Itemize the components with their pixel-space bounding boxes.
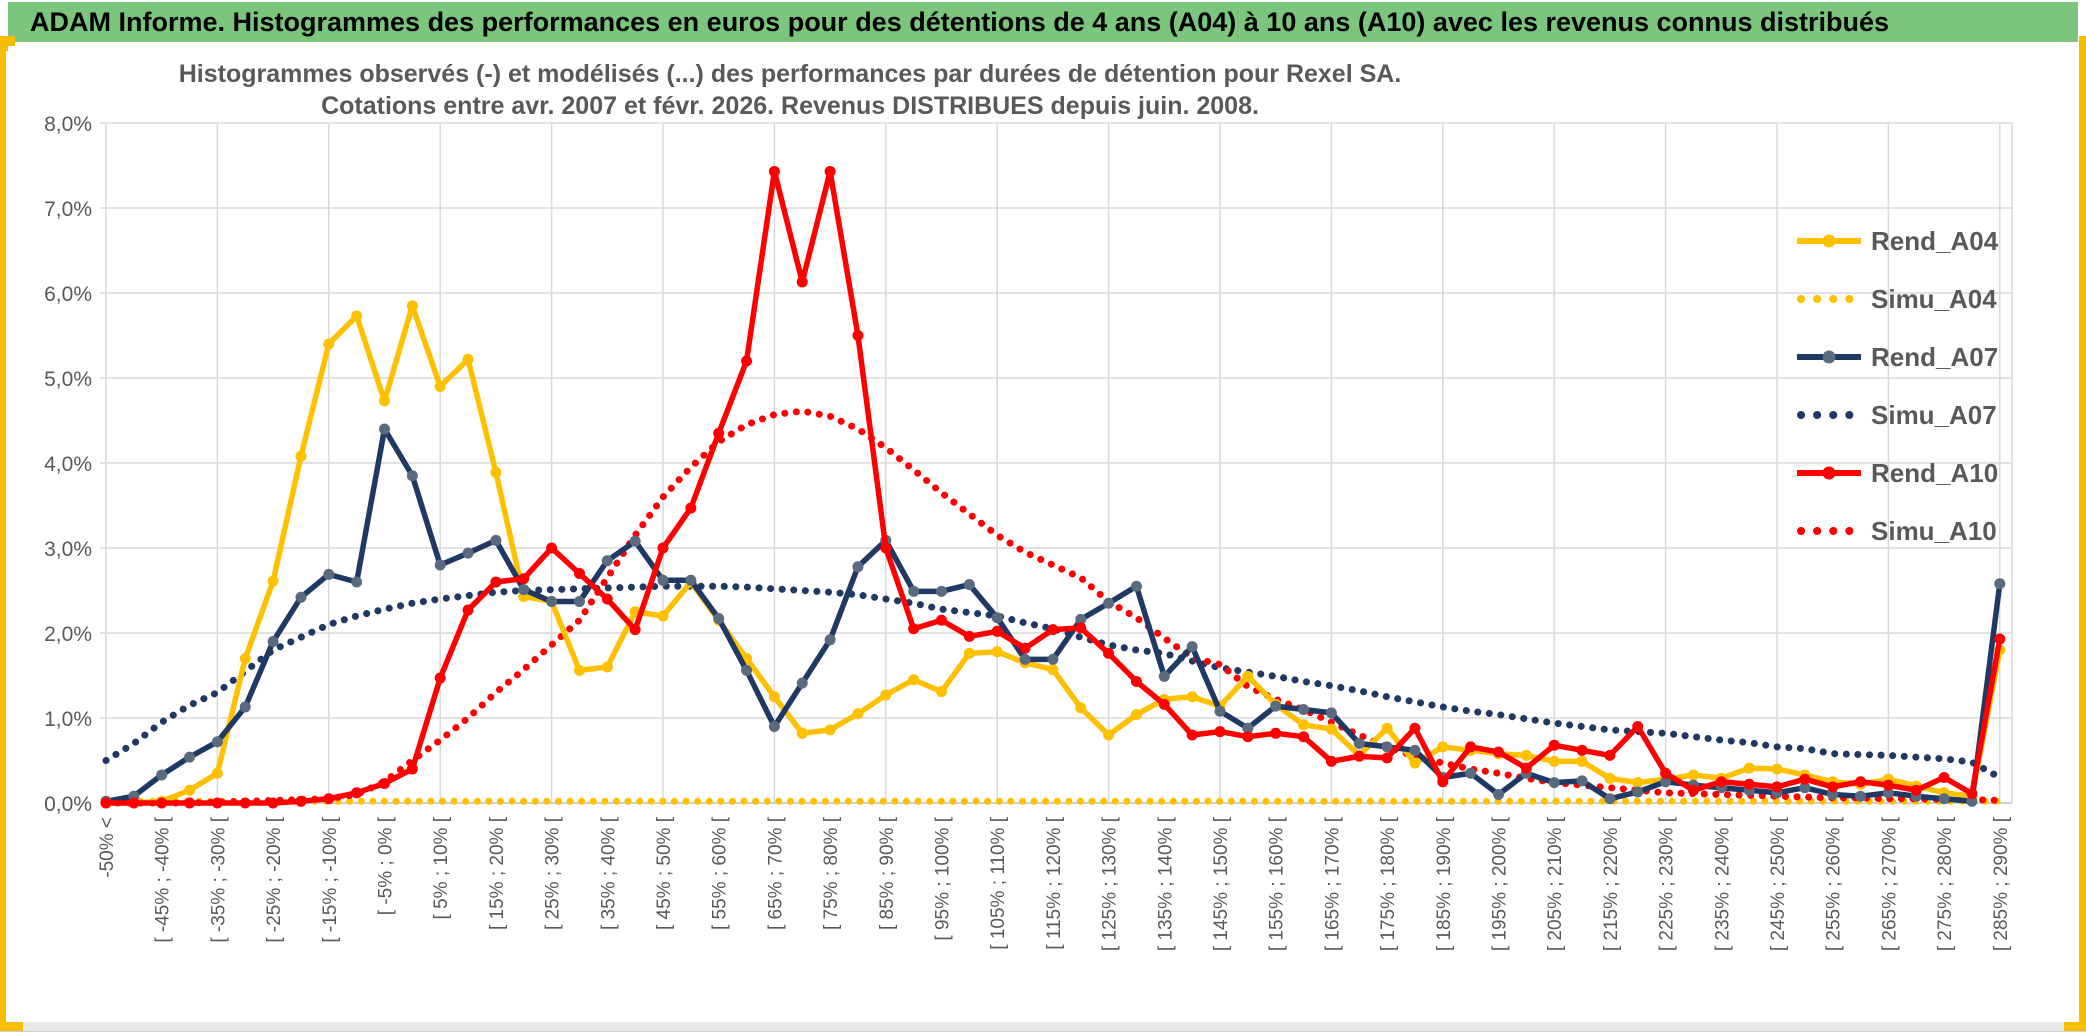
x-tick-label: [ 105% ; 110% [ xyxy=(988,816,1009,949)
y-tick-label: 6,0% xyxy=(44,283,92,306)
left-border-accent xyxy=(0,36,6,1031)
x-tick-label: [ 175% ; 180% [ xyxy=(1378,816,1399,951)
y-tick-label: 3,0% xyxy=(44,538,92,561)
x-tick-label: [ 35% ; 40% [ xyxy=(598,816,619,930)
legend-item-Simu_A10: Simu_A10 xyxy=(1795,502,1998,560)
header-bar: ADAM Informe. Histogrammes des performan… xyxy=(8,2,2078,42)
legend-label: Rend_A07 xyxy=(1871,341,1999,372)
x-tick-label: [ 55% ; 60% [ xyxy=(710,816,731,930)
right-border-accent xyxy=(2079,36,2086,1031)
bottom-right-corner-accent xyxy=(2064,1022,2086,1031)
bottom-left-corner-accent xyxy=(0,1022,23,1031)
chart-title-line2: Cotations entre avr. 2007 et févr. 2026.… xyxy=(321,92,1259,120)
y-tick-label: 1,0% xyxy=(44,708,92,731)
series-Rend_A04 xyxy=(100,300,2006,809)
x-tick-label: [ 15% ; 20% [ xyxy=(487,816,508,930)
legend-label: Simu_A10 xyxy=(1871,515,1997,546)
legend-key-Rend_A10 xyxy=(1797,466,1861,480)
x-tick-label: [ 165% ; 170% [ xyxy=(1322,816,1343,951)
legend-item-Simu_A04: Simu_A04 xyxy=(1795,270,1998,328)
legend-key-Simu_A04 xyxy=(1797,295,1863,303)
x-tick-label: [ 265% ; 270% [ xyxy=(1879,816,1900,951)
x-tick-label: [ 5% ; 10% [ xyxy=(431,816,452,919)
legend-label: Simu_A04 xyxy=(1871,283,1997,314)
legend-label: Rend_A04 xyxy=(1871,225,1999,256)
x-tick-label: [ -25% ; -20% [ xyxy=(264,816,285,942)
x-tick-label: [ -5% ; 0% [ xyxy=(376,816,397,915)
x-tick-label: [ 185% ; 190% [ xyxy=(1434,816,1455,951)
gridlines xyxy=(100,122,2013,804)
chart-legend: Rend_A04 Simu_A04 Rend_A07 Simu_A07 Rend_A10… xyxy=(1795,212,1998,560)
y-tick-label: 7,0% xyxy=(44,198,92,221)
x-tick-label: [ 75% ; 80% [ xyxy=(821,816,842,930)
y-tick-label: 2,0% xyxy=(44,623,92,646)
x-tick-label: -50% < xyxy=(97,817,118,878)
series-Simu_A07 xyxy=(102,582,2004,781)
legend-key-Simu_A10 xyxy=(1797,527,1863,535)
y-tick-label: 5,0% xyxy=(44,368,92,391)
x-tick-label: [ -15% ; -10% [ xyxy=(320,816,341,942)
legend-key-Rend_A04 xyxy=(1797,234,1861,248)
x-tick-label: [ 85% ; 90% [ xyxy=(877,816,898,930)
x-tick-label: [ 95% ; 100% [ xyxy=(933,816,954,940)
x-tick-label: [ 65% ; 70% [ xyxy=(765,816,786,930)
legend-key-Rend_A07 xyxy=(1797,350,1861,364)
x-tick-label: [ 45% ; 50% [ xyxy=(654,816,675,930)
legend-item-Rend_A10: Rend_A10 xyxy=(1795,444,1998,502)
x-tick-label: [ 245% ; 250% [ xyxy=(1768,816,1789,951)
y-tick-label: 0,0% xyxy=(44,793,92,816)
x-tick-label: [ -35% ; -30% [ xyxy=(208,816,229,942)
x-tick-label: [ 255% ; 260% [ xyxy=(1824,816,1845,951)
legend-label: Simu_A07 xyxy=(1871,399,1997,430)
x-tick-label: [ 135% ; 140% [ xyxy=(1155,816,1176,951)
x-tick-label: [ 25% ; 30% [ xyxy=(543,816,564,930)
x-tick-label: [ 155% ; 160% [ xyxy=(1267,816,1288,951)
performance-histogram-chart: 0,0% 1,0% 2,0% 3,0% 4,0% 5,0% 6,0% 7,0% 8,0% -50%… xyxy=(44,113,2013,951)
chart-card: 0,0% 1,0% 2,0% 3,0% 4,0% 5,0% 6,0% 7,0% 8,0% -50%… xyxy=(8,46,2078,1022)
legend-label: Rend_A10 xyxy=(1871,457,1999,488)
x-tick-label: [ 285% ; 290% [ xyxy=(1991,816,2012,951)
series-Rend_A10 xyxy=(100,165,2006,809)
series-Rend_A07 xyxy=(100,423,2006,807)
y-tick-label: 4,0% xyxy=(44,453,92,476)
x-tick-label: [ 115% ; 120% [ xyxy=(1044,816,1065,949)
x-axis-tick-labels: -50% < [ -45% ; -40% [ [ -35% ; -30% [ [ -2… xyxy=(97,816,2012,951)
x-tick-label: [ 145% ; 150% [ xyxy=(1211,816,1232,951)
chart-title-line1: Histogrammes observés (-) et modélisés (… xyxy=(178,60,1402,88)
x-tick-label: [ 225% ; 230% [ xyxy=(1657,816,1678,951)
x-tick-label: [ 275% ; 280% [ xyxy=(1935,816,1956,951)
x-tick-label: [ -45% ; -40% [ xyxy=(153,816,174,942)
page-title: ADAM Informe. Histogrammes des performan… xyxy=(30,6,1890,37)
y-tick-label: 8,0% xyxy=(44,113,92,136)
legend-item-Rend_A04: Rend_A04 xyxy=(1795,212,1998,270)
x-tick-label: [ 215% ; 220% [ xyxy=(1601,816,1622,951)
x-tick-label: [ 205% ; 210% [ xyxy=(1545,816,1566,951)
y-axis-tick-labels: 0,0% 1,0% 2,0% 3,0% 4,0% 5,0% 6,0% 7,0% 8,0% xyxy=(44,113,92,816)
x-tick-label: [ 195% ; 200% [ xyxy=(1490,816,1511,951)
x-tick-label: [ 235% ; 240% [ xyxy=(1712,816,1733,951)
series-Simu_A10 xyxy=(102,407,2004,807)
x-tick-label: [ 125% ; 130% [ xyxy=(1100,816,1121,951)
legend-key-Simu_A07 xyxy=(1797,411,1863,419)
legend-item-Simu_A07: Simu_A07 xyxy=(1795,386,1998,444)
legend-item-Rend_A07: Rend_A07 xyxy=(1795,328,1998,386)
